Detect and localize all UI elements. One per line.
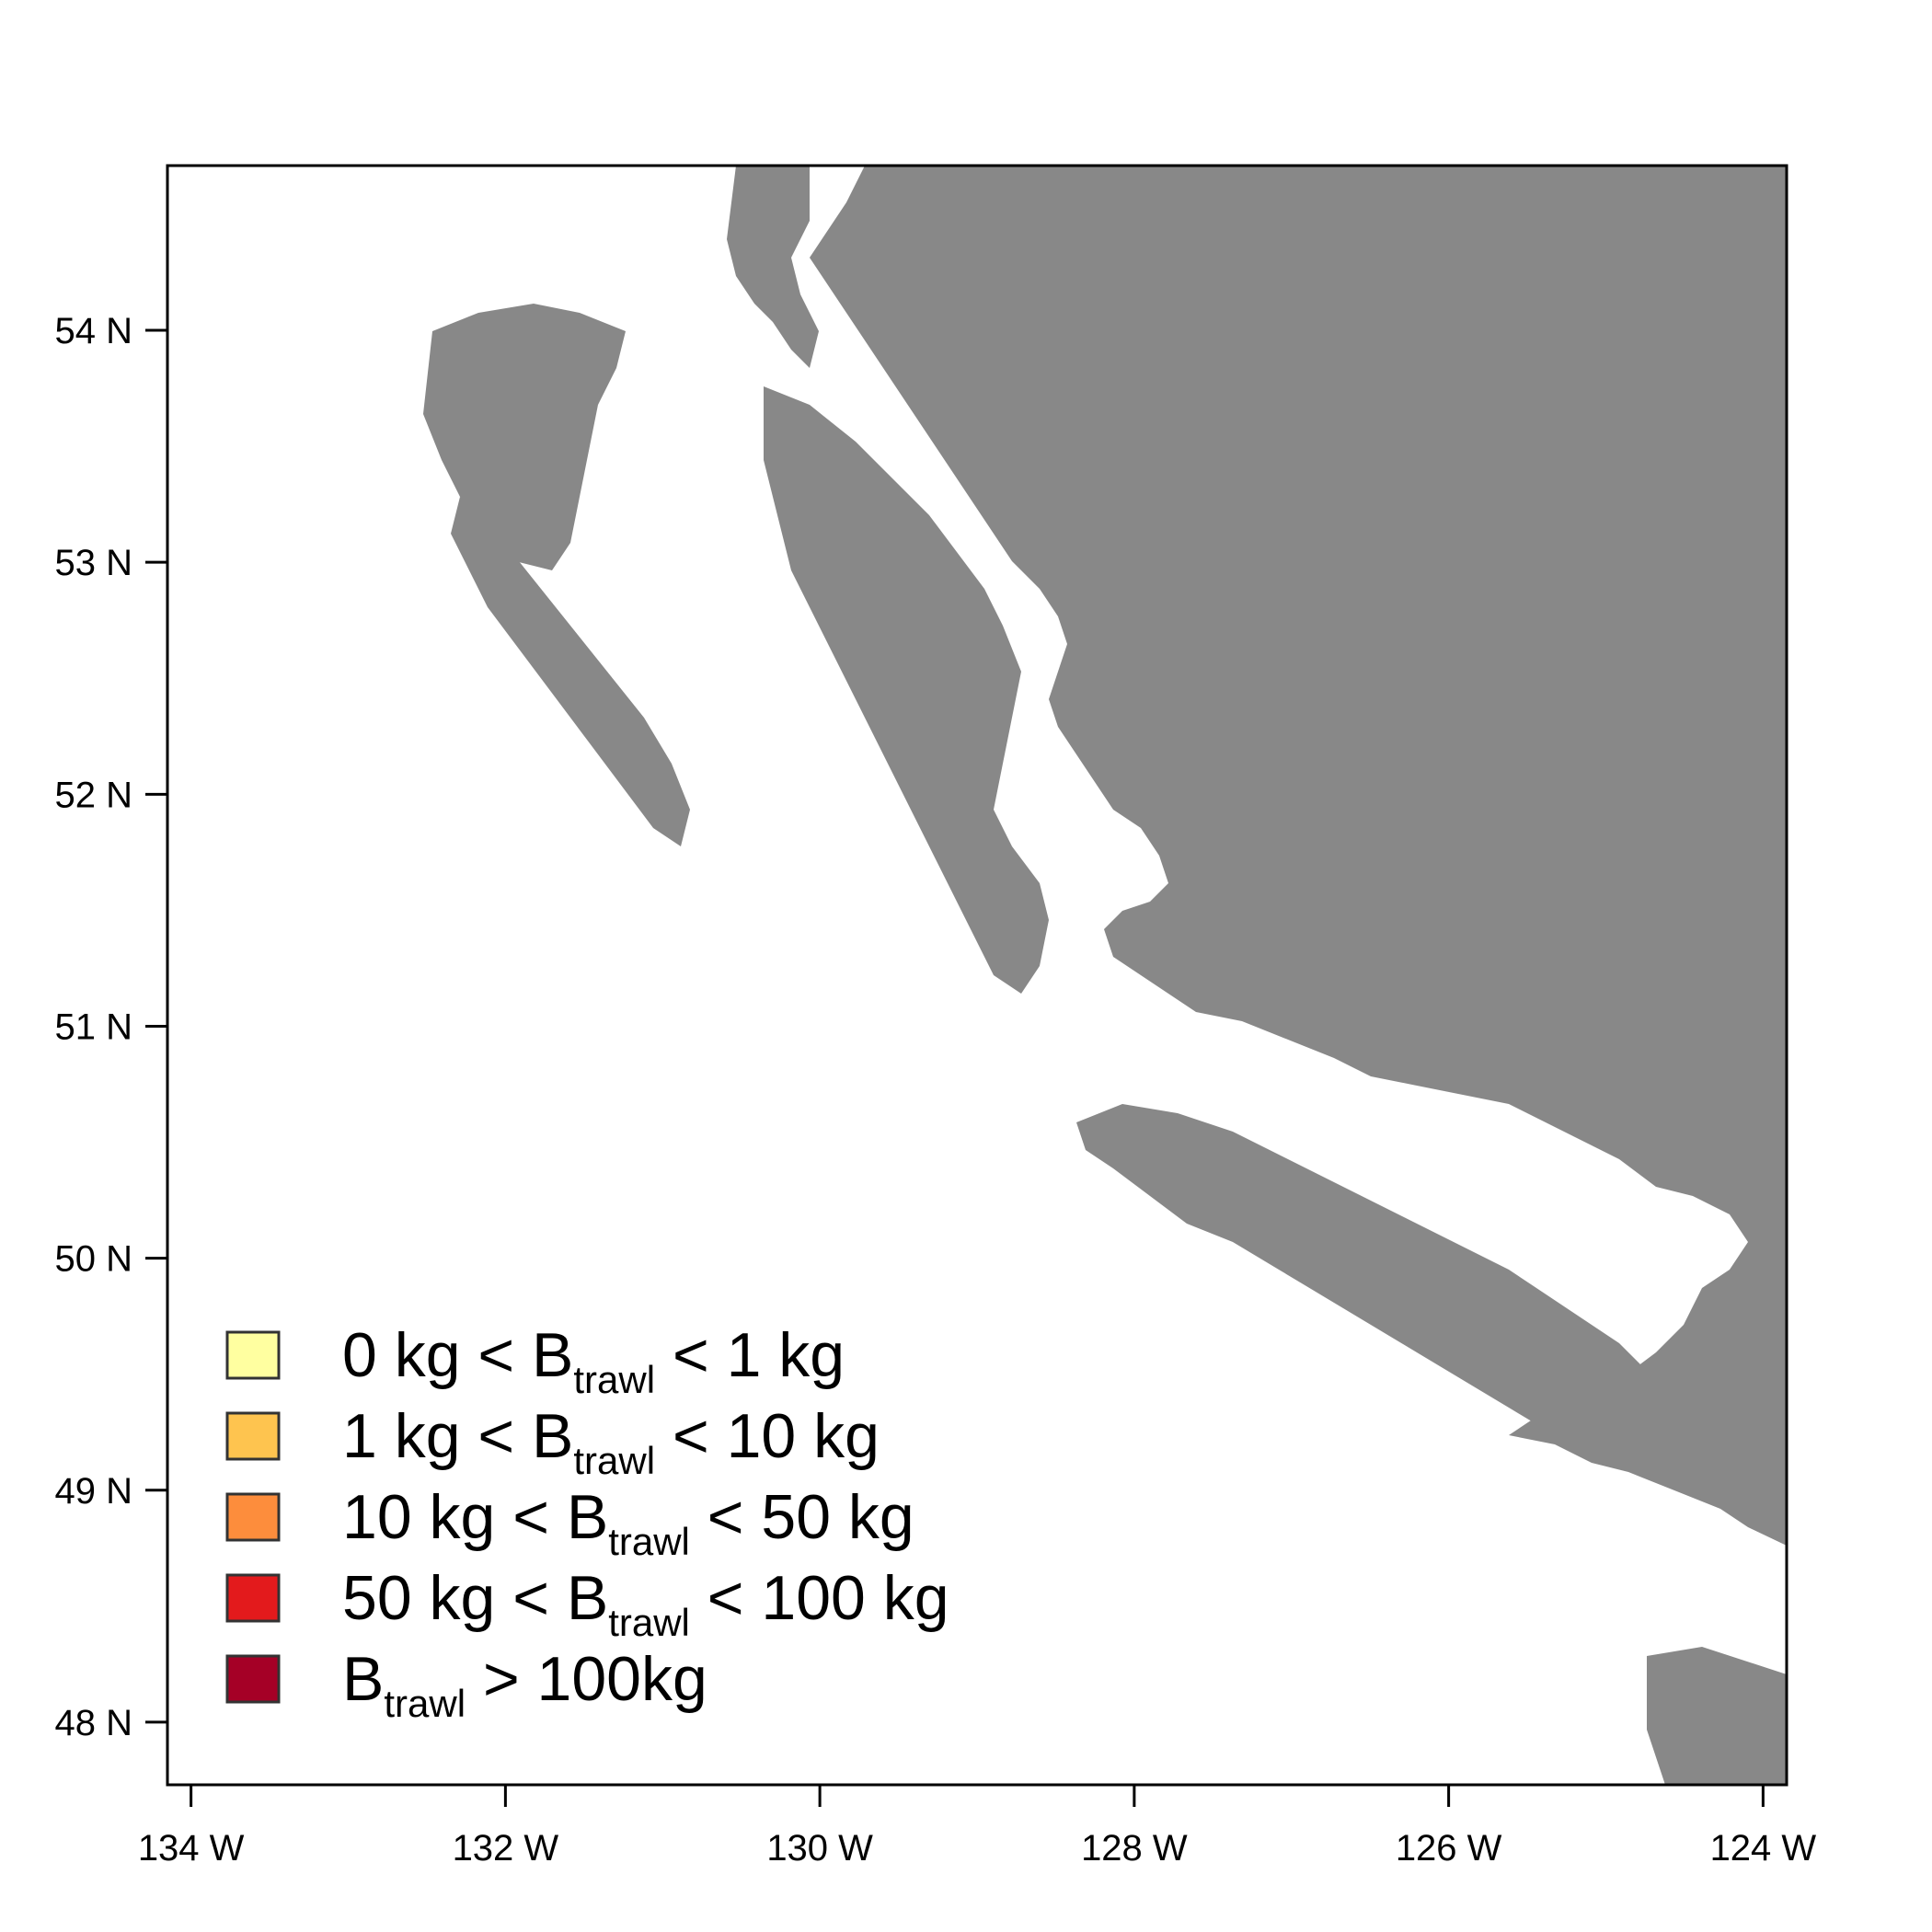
legend-label: Btrawl > 100kg bbox=[342, 1644, 707, 1725]
legend-label: 0 kg < Btrawl < 1 kg bbox=[342, 1320, 845, 1401]
legend-swatch bbox=[225, 1573, 281, 1623]
legend-swatch bbox=[225, 1492, 281, 1542]
coastal-islands-north bbox=[727, 166, 819, 368]
x-axis: 134 W 132 W 130 W 128 W 126 W 124 W bbox=[138, 1785, 1817, 1869]
mainland-bc bbox=[810, 166, 1787, 1546]
vancouver-island bbox=[1076, 1104, 1674, 1444]
legend-swatch bbox=[225, 1654, 281, 1704]
x-tick-label: 128 W bbox=[1081, 1828, 1188, 1869]
y-tick-label: 53 N bbox=[55, 543, 133, 583]
y-tick-label: 52 N bbox=[55, 775, 133, 815]
y-tick-label: 51 N bbox=[55, 1006, 133, 1047]
y-tick-label: 49 N bbox=[55, 1471, 133, 1512]
land-masses bbox=[423, 166, 1787, 1785]
x-tick-label: 130 W bbox=[766, 1828, 873, 1869]
y-tick-label: 50 N bbox=[55, 1239, 133, 1280]
y-axis: 54 N 53 N 52 N 51 N 50 N 49 N 48 N bbox=[55, 311, 167, 1743]
legend-label: 10 kg < Btrawl < 50 kg bbox=[342, 1482, 914, 1563]
legend-label: 50 kg < Btrawl < 100 kg bbox=[342, 1563, 949, 1644]
y-tick-label: 48 N bbox=[55, 1703, 133, 1743]
plot-frame bbox=[166, 164, 1788, 1787]
haida-gwaii-moresby-island bbox=[451, 497, 690, 846]
x-tick-label: 126 W bbox=[1396, 1828, 1502, 1869]
olympic-peninsula bbox=[1647, 1647, 1787, 1785]
y-tick-label: 54 N bbox=[55, 311, 133, 351]
x-tick-label: 132 W bbox=[453, 1828, 559, 1869]
legend-swatch bbox=[225, 1411, 281, 1461]
x-tick-label: 134 W bbox=[138, 1828, 245, 1869]
legend-label: 1 kg < Btrawl < 10 kg bbox=[342, 1401, 880, 1482]
legend: 0 kg < Btrawl < 1 kg1 kg < Btrawl < 10 k… bbox=[225, 1320, 949, 1725]
x-tick-label: 124 W bbox=[1710, 1828, 1817, 1869]
legend-swatch bbox=[225, 1330, 281, 1380]
haida-gwaii-graham-island bbox=[423, 304, 626, 570]
coastal-islands-mid bbox=[764, 386, 1049, 994]
